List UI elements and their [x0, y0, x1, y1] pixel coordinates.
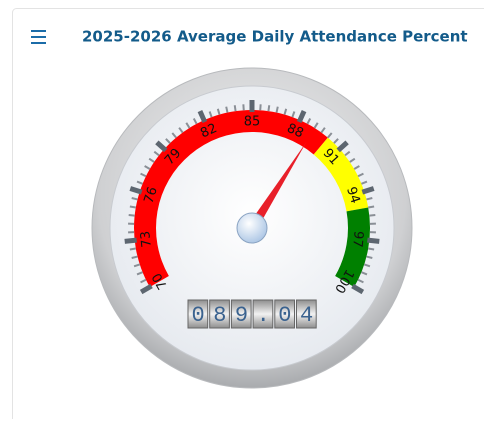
minor-tick: [268, 105, 269, 111]
odometer: 089.04: [188, 300, 322, 328]
major-tick: [362, 188, 373, 192]
minor-tick: [366, 257, 372, 258]
minor-tick: [368, 206, 374, 207]
minor-tick: [369, 215, 375, 216]
minor-tick: [132, 257, 138, 258]
odometer-value: 089.04: [192, 303, 322, 328]
minor-tick: [132, 198, 138, 199]
major-tick: [367, 240, 379, 241]
minor-tick: [226, 107, 227, 113]
minor-tick: [235, 105, 236, 111]
tick-label: 85: [244, 115, 261, 130]
tick-label: 97: [349, 230, 366, 248]
minor-tick: [368, 248, 374, 249]
major-tick: [125, 240, 137, 241]
minor-tick: [366, 198, 372, 199]
chart-title: 2025-2026 Average Daily Attendance Perce…: [82, 28, 468, 46]
gauge-card: 2025-2026 Average Daily Attendance Perce…: [0, 0, 484, 419]
tick-label: 73: [138, 230, 155, 248]
needle-hub: [237, 213, 267, 243]
minor-tick: [129, 215, 135, 216]
major-tick: [130, 188, 141, 192]
minor-tick: [130, 248, 136, 249]
minor-tick: [277, 107, 278, 113]
minor-tick: [130, 206, 136, 207]
